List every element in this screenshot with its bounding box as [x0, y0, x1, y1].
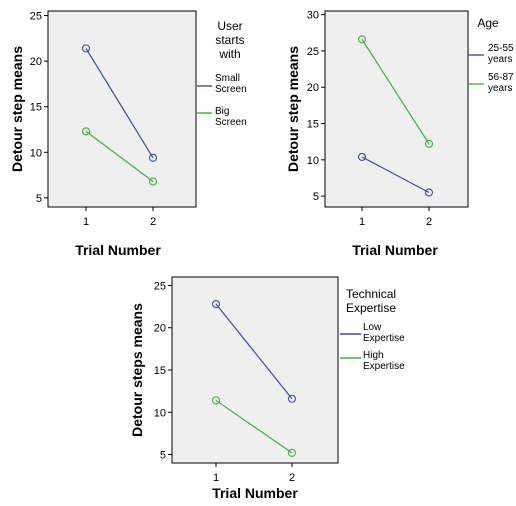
x-tick-label: 1 [83, 216, 89, 228]
x-tick-label: 1 [213, 472, 219, 484]
legend-label: years [488, 54, 512, 65]
plot-area [324, 10, 469, 208]
y-tick-label: 25 [30, 11, 42, 23]
x-axis-title: Trial Number [212, 485, 298, 501]
y-axis-title: Detour steps means [129, 303, 145, 437]
legend-label: High [363, 350, 384, 361]
y-tick-label: 5 [313, 191, 319, 203]
y-tick-label: 20 [154, 323, 166, 335]
legend-label: Big [215, 106, 229, 117]
legend-label: Small [215, 73, 240, 84]
x-axis-title: Trial Number [75, 242, 161, 258]
data-point [211, 396, 221, 405]
legend-title: starts [215, 33, 244, 47]
y-tick-label: 15 [307, 119, 319, 131]
y-tick-label: 25 [307, 46, 319, 58]
data-point [81, 127, 91, 136]
x-axis-title: Trial Number [352, 242, 438, 258]
series-line [361, 38, 430, 145]
series-line [215, 399, 293, 454]
legend-title: Age [477, 16, 499, 30]
y-tick-label: 10 [307, 155, 319, 167]
x-tick-label: 2 [150, 216, 156, 228]
data-point [287, 394, 297, 403]
y-tick-label: 20 [307, 82, 319, 94]
data-point [357, 152, 367, 161]
y-tick-label: 20 [30, 56, 42, 68]
data-point [211, 300, 221, 309]
y-tick-label: 5 [160, 450, 166, 462]
legend-label: Low [363, 322, 382, 333]
legend-title: User [217, 19, 242, 33]
y-tick-label: 30 [307, 10, 319, 22]
plot-area [47, 10, 197, 208]
y-tick-label: 5 [36, 193, 42, 205]
x-tick-label: 2 [289, 472, 295, 484]
plot-area [171, 276, 339, 464]
series-line [85, 130, 154, 182]
series-line [215, 303, 293, 400]
legend-title: Expertise [346, 301, 396, 315]
x-tick-label: 1 [359, 216, 365, 228]
y-axis-title: Detour step means [9, 46, 25, 172]
legend-label: Expertise [363, 333, 405, 344]
y-tick-label: 10 [30, 147, 42, 159]
data-point [148, 177, 158, 186]
chart-2: 5 10 15 20 25 30 1 2 Trial Number Detour step mea… [285, 10, 514, 258]
legend-label: 56-87 [488, 72, 514, 83]
y-axis-title: Detour step means [285, 46, 301, 172]
legend: TechnicalExpertiseLowExpertiseHighExpert… [340, 287, 405, 372]
data-point [81, 44, 91, 53]
legend-title: with [218, 47, 240, 61]
legend-label: years [488, 83, 512, 94]
legend-label: Screen [215, 84, 247, 95]
data-point [424, 139, 434, 148]
legend-title: Technical [346, 287, 396, 301]
legend-label: 25-55 [488, 43, 514, 54]
data-point [148, 153, 158, 162]
legend-label: Expertise [363, 361, 405, 372]
chart-1: 5 10 15 20 25 1 2 Trial Number Detour step means… [9, 10, 247, 258]
x-tick-label: 2 [426, 216, 432, 228]
data-point [357, 35, 367, 44]
y-tick-label: 25 [154, 280, 166, 292]
data-point [287, 448, 297, 457]
series-line [361, 156, 430, 194]
data-point [424, 188, 434, 197]
y-tick-label: 10 [154, 407, 166, 419]
y-tick-label: 15 [30, 102, 42, 114]
y-tick-label: 15 [154, 365, 166, 377]
series-line [85, 48, 154, 159]
legend-label: Screen [215, 117, 247, 128]
